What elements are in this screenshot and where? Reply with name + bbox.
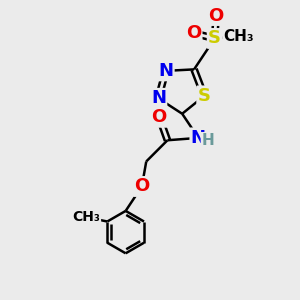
Text: N: N [151,89,166,107]
Text: CH₃: CH₃ [224,28,254,44]
Text: O: O [186,24,201,42]
Text: O: O [134,178,149,196]
Text: S: S [198,87,211,105]
Text: N: N [191,129,206,147]
Text: H: H [201,133,214,148]
Text: CH₃: CH₃ [72,210,100,224]
Text: O: O [208,7,224,25]
Text: S: S [208,29,221,47]
Text: N: N [158,62,173,80]
Text: O: O [152,108,167,126]
